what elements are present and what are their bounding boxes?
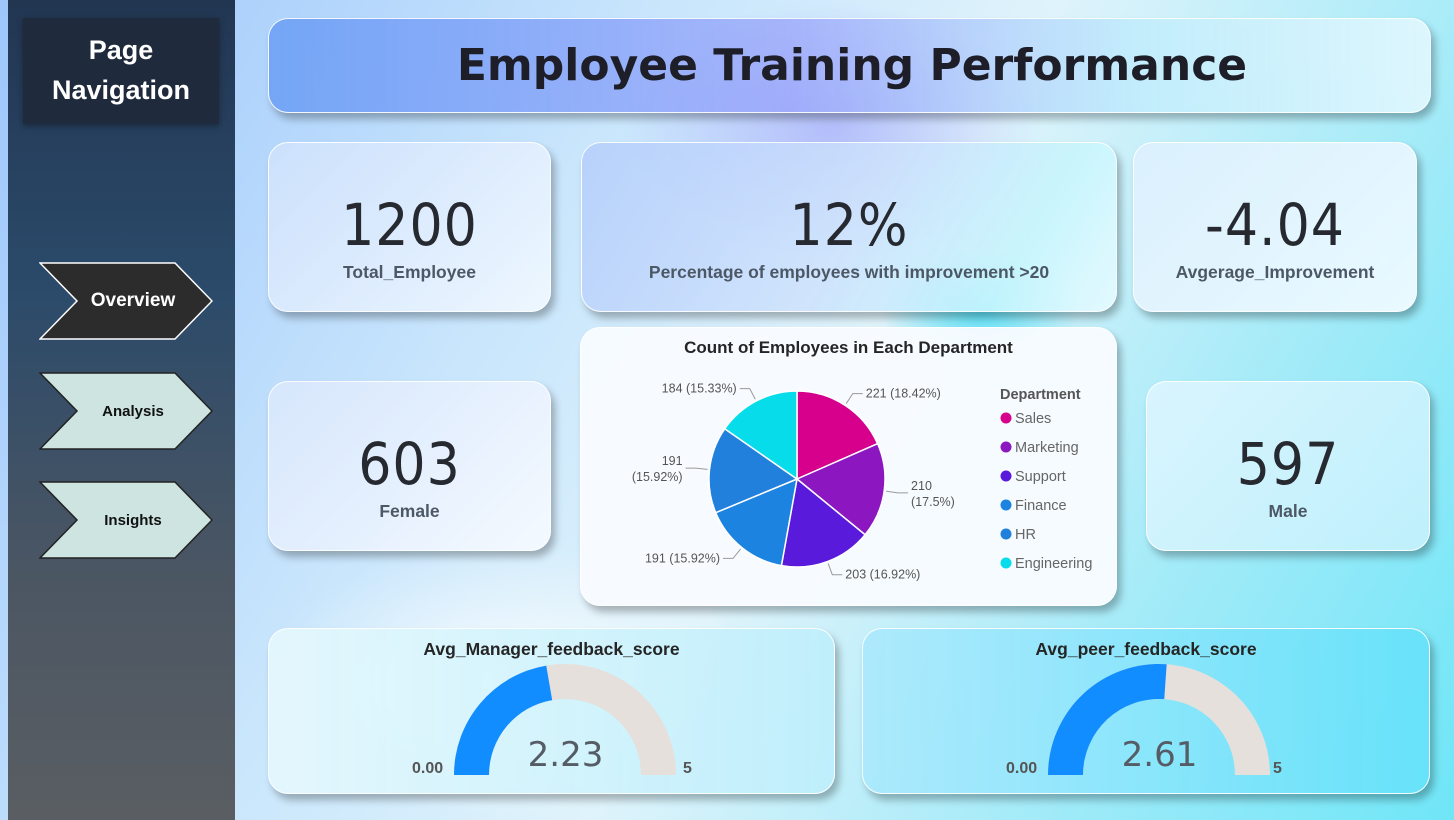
manager-gauge-max: 5 (683, 760, 692, 777)
legend-marker (1000, 528, 1012, 540)
arrow-shape-icon (39, 262, 213, 340)
total-employee-card: 1200 Total_Employee (268, 142, 551, 312)
header-card: Employee Training Performance (268, 18, 1431, 113)
legend-marker (1000, 557, 1012, 569)
pie-leader-line (739, 388, 756, 400)
female-value: 603 (358, 430, 461, 498)
nav-insights-button[interactable]: Insights (39, 481, 213, 559)
pie-slice-sales[interactable] (796, 390, 879, 481)
pie-data-label: 191 (15.92%) (632, 454, 683, 484)
legend-item-engineering[interactable]: Engineering (1015, 556, 1092, 572)
legend-marker (1000, 441, 1012, 453)
manager-feedback-card: Avg_Manager_feedback_score 0.00 2.23 5 (268, 628, 835, 794)
female-card: 603 Female (268, 381, 551, 551)
peer-gauge-max: 5 (1273, 760, 1282, 777)
pct-improvement-value: 12% (789, 191, 909, 259)
pie-leader-line (886, 490, 909, 494)
pie-slice-engineering[interactable] (723, 390, 798, 481)
pie-data-label: 184 (15.33%) (662, 382, 737, 396)
nav-insights-label: Insights (104, 511, 162, 529)
nav-title: Page Navigation (23, 18, 219, 124)
gauge-fill (1048, 664, 1167, 775)
manager-gauge-min: 0.00 (412, 760, 444, 777)
legend-marker (1000, 412, 1012, 424)
pie-slice-finance[interactable] (714, 477, 798, 567)
sidebar: Page Navigation Overview Analysis Insigh… (8, 0, 235, 820)
nav-overview-button[interactable]: Overview (39, 262, 213, 340)
pie-data-label: 203 (16.92%) (845, 568, 920, 582)
department-pie-card: Count of Employees in Each Department 22… (580, 327, 1117, 606)
total-employee-value: 1200 (341, 191, 478, 259)
pie-leader-line (845, 393, 863, 404)
legend-title: Department (1000, 387, 1081, 403)
legend-item-support[interactable]: Support (1015, 469, 1066, 485)
pie-title: Count of Employees in Each Department (684, 338, 1013, 357)
arrow-shape-icon (39, 372, 213, 450)
male-card: 597 Male (1146, 381, 1430, 551)
arrow-shape-icon (39, 481, 213, 559)
nav-analysis-button[interactable]: Analysis (39, 372, 213, 450)
pie-data-label: 221 (18.42%) (866, 387, 941, 401)
pie-leader-line (723, 548, 741, 559)
peer-feedback-gauge (1048, 664, 1270, 775)
manager-gauge-title: Avg_Manager_feedback_score (423, 639, 680, 659)
legend-item-sales[interactable]: Sales (1015, 411, 1051, 427)
legend-item-hr[interactable]: HR (1015, 527, 1036, 543)
pie-slice-hr[interactable] (708, 427, 799, 514)
peer-gauge-value: 2.61 (1121, 735, 1198, 775)
pct-improvement-label: Percentage of employees with improvement… (648, 262, 1050, 282)
gauge-fill (454, 665, 553, 775)
pie-slice-marketing[interactable] (795, 442, 886, 536)
manager-gauge-value: 2.23 (527, 735, 604, 775)
manager-feedback-gauge (454, 664, 676, 775)
peer-feedback-card: Avg_peer_feedback_score 0.00 2.61 5 (862, 628, 1430, 794)
legend-marker (1000, 499, 1012, 511)
page-title: Employee Training Performance (456, 40, 1248, 91)
pie-leader-line (827, 563, 843, 576)
total-employee-label: Total_Employee (343, 262, 476, 282)
department-pie-chart: 221 (18.42%) 210 (17.5%) 203 (16.92%) 191 (1… (632, 382, 1093, 582)
pie-data-label: 191 (15.92%) (645, 551, 720, 565)
nav-overview-label: Overview (90, 290, 176, 311)
male-label: Male (1268, 501, 1308, 521)
female-label: Female (379, 501, 440, 521)
legend-item-finance[interactable]: Finance (1015, 498, 1067, 514)
nav-analysis-label: Analysis (102, 402, 164, 420)
pie-leader-line (685, 467, 708, 470)
pct-improvement-card: 12% Percentage of employees with improve… (581, 142, 1117, 312)
legend-marker (1000, 470, 1012, 482)
peer-gauge-min: 0.00 (1006, 760, 1038, 777)
male-value: 597 (1236, 430, 1340, 498)
peer-gauge-title: Avg_peer_feedback_score (1035, 639, 1257, 659)
pie-data-label: 210 (17.5%) (911, 479, 955, 509)
avg-improvement-label: Avgerage_Improvement (1175, 262, 1375, 282)
pie-slice-support[interactable] (780, 477, 867, 568)
avg-improvement-value: -4.04 (1205, 191, 1345, 259)
legend-item-marketing[interactable]: Marketing (1015, 440, 1079, 456)
avg-improvement-card: -4.04 Avgerage_Improvement (1133, 142, 1417, 312)
